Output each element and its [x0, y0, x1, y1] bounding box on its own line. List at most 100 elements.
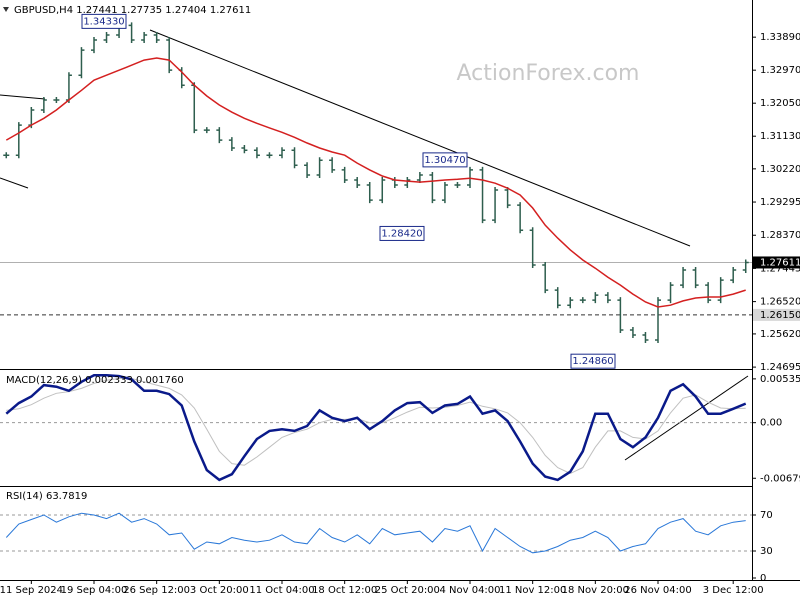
x-tick-label: 26 Sep 12:00 — [123, 585, 190, 596]
x-tick-label: 11 Sep 2024 — [0, 585, 63, 596]
y-tick-label: 1.26520 — [760, 297, 800, 308]
price-bar — [40, 96, 47, 114]
symbol-icon — [3, 7, 9, 12]
x-tick-label: 11 Nov 12:00 — [499, 585, 566, 596]
watermark: ActionForex.com — [457, 61, 640, 86]
trend-line — [0, 94, 46, 100]
annotation-box — [81, 13, 127, 29]
y-tick-label: 1.33890 — [760, 32, 800, 43]
level-label: 1.26150 — [760, 310, 800, 321]
trend-line — [0, 177, 29, 189]
series-line — [5, 374, 747, 482]
price-bar — [279, 147, 285, 159]
price-bar — [642, 331, 649, 344]
x-tick-label: 3 Dec 12:00 — [703, 585, 764, 596]
price-bar — [692, 267, 699, 289]
price-bar — [629, 326, 636, 338]
panel-title: GBPUSD,H4 1.27441 1.27735 1.27404 1.2761… — [14, 5, 251, 16]
price-bar — [291, 147, 298, 169]
price-bar — [241, 145, 248, 154]
price-bar — [354, 176, 361, 188]
price-bar — [554, 287, 561, 309]
price-bar — [404, 176, 411, 188]
price-bar — [667, 282, 674, 304]
price-bar — [617, 297, 624, 333]
price-bar — [266, 152, 273, 159]
price-bar — [128, 22, 135, 44]
price-bar — [53, 96, 60, 103]
x-tick-label: 26 Nov 04:00 — [624, 585, 691, 596]
trend-line — [624, 375, 749, 461]
price-bar — [655, 297, 661, 344]
y-tick-label: 1.31130 — [760, 131, 800, 142]
x-tick-label: 11 Oct 04:00 — [249, 585, 314, 596]
price-bar — [504, 187, 511, 209]
price-bar — [304, 162, 311, 178]
y-tick-label: 0 — [760, 573, 766, 584]
y-tick-label: 1.28370 — [760, 230, 800, 241]
price-bar — [153, 32, 160, 44]
price-bar — [542, 262, 549, 294]
annotation-label: 1.28420 — [381, 228, 422, 239]
price-bar — [529, 227, 536, 269]
y-tick-label: 1.32050 — [760, 98, 800, 109]
y-tick-label: 1.25620 — [760, 329, 800, 340]
series-line — [5, 512, 746, 554]
y-tick-label: 1.27445 — [760, 263, 800, 274]
price-bar — [15, 122, 22, 159]
price-bar — [379, 176, 386, 204]
trend-line — [149, 29, 691, 247]
price-bar — [228, 137, 235, 152]
panel-title: MACD(12,26,9) 0.002333 0.001760 — [6, 375, 184, 386]
price-bar — [91, 37, 97, 54]
level-box — [753, 308, 800, 321]
price-bar — [78, 47, 85, 79]
price-bar — [341, 166, 348, 183]
y-tick-label: 1.24695 — [760, 362, 800, 373]
price-bar — [441, 182, 448, 204]
current-price-label: 1.27611 — [760, 257, 800, 268]
annotation-label: 1.34330 — [83, 16, 124, 27]
y-tick-label: 70 — [760, 510, 773, 521]
price-bar — [579, 297, 586, 304]
y-tick-label: 1.32970 — [760, 65, 800, 76]
price-bar — [416, 171, 423, 183]
price-bar — [3, 152, 10, 159]
price-bar — [730, 267, 737, 284]
price-bar — [203, 127, 210, 134]
y-tick-label: -0.006798 — [760, 473, 800, 484]
price-bar — [479, 166, 486, 224]
price-bar — [329, 157, 336, 173]
x-tick-label: 18 Nov 20:00 — [562, 585, 629, 596]
price-bar — [366, 182, 373, 204]
price-bar — [567, 297, 574, 309]
price-bar — [316, 157, 323, 178]
y-tick-label: 0.00 — [760, 418, 782, 429]
x-tick-label: 18 Oct 12:00 — [312, 585, 377, 596]
x-tick-label: 25 Oct 20:00 — [375, 585, 440, 596]
price-bar — [742, 259, 749, 274]
series-line — [5, 57, 746, 308]
y-tick-label: 1.30220 — [760, 164, 800, 175]
price-bar — [166, 37, 173, 74]
annotation-label: 1.24860 — [572, 356, 613, 367]
current-price-box — [753, 256, 800, 269]
price-bar — [216, 127, 223, 144]
annotation-box — [422, 152, 468, 168]
annotation-label: 1.30470 — [424, 155, 465, 166]
price-bar — [492, 187, 499, 224]
price-bar — [429, 171, 436, 204]
x-tick-label: 4 Nov 04:00 — [439, 585, 500, 596]
annotation-box — [570, 353, 616, 369]
price-bar — [517, 202, 524, 234]
panel-title: RSI(14) 63.7819 — [6, 491, 87, 502]
price-bar — [103, 32, 110, 44]
price-bar — [604, 292, 611, 304]
annotation-box — [379, 225, 425, 241]
x-tick-label: 19 Sep 04:00 — [61, 585, 128, 596]
price-bar — [680, 267, 687, 289]
price-bar — [717, 277, 724, 304]
